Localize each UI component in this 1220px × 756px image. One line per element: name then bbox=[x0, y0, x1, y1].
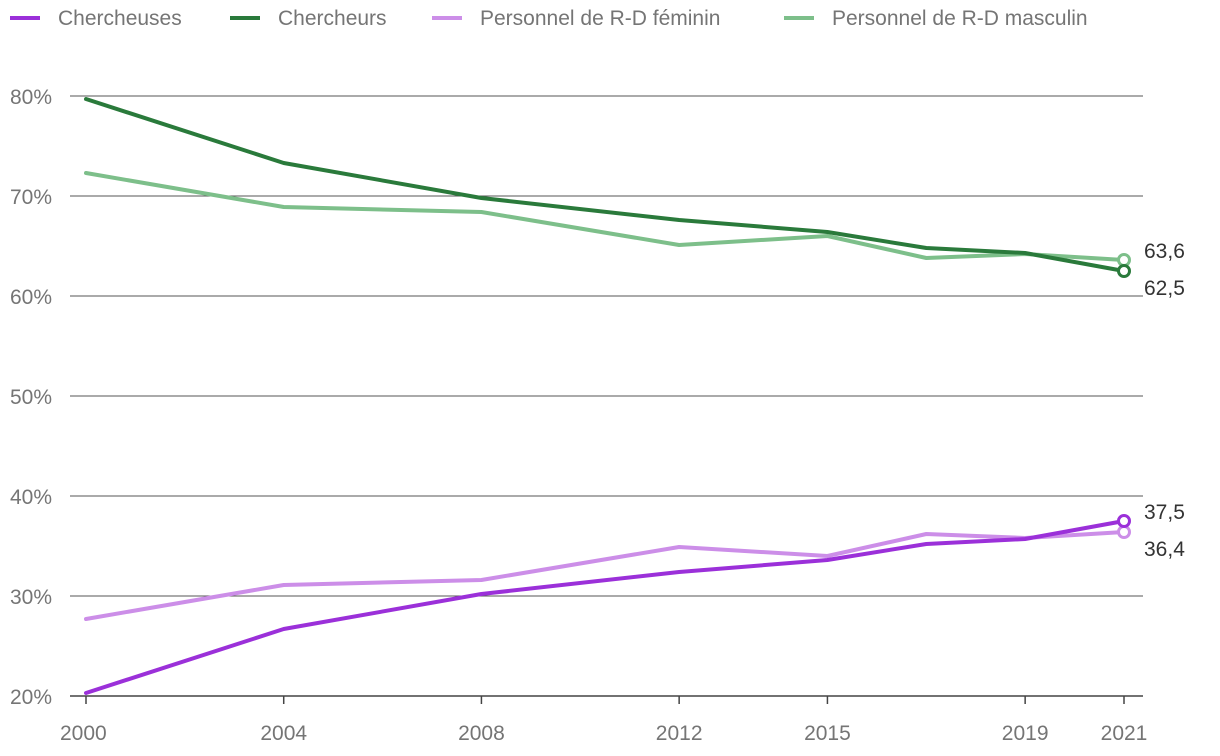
end-value-label: 36,4 bbox=[1144, 538, 1185, 561]
end-value-label: 37,5 bbox=[1144, 501, 1185, 524]
y-tick-label: 50% bbox=[10, 386, 52, 409]
x-tick-label: 2012 bbox=[656, 722, 703, 745]
chart-legend: Chercheuses Chercheurs Personnel de R-D fé… bbox=[10, 7, 1088, 30]
x-tick-label: 2008 bbox=[458, 722, 505, 745]
legend-label: Chercheuses bbox=[58, 7, 182, 30]
series-line-chercheuses bbox=[84, 519, 1126, 695]
end-value-label: 63,6 bbox=[1144, 240, 1185, 263]
series-line-chercheurs bbox=[84, 97, 1126, 273]
y-tick-label: 40% bbox=[10, 486, 52, 509]
y-tick-label: 80% bbox=[10, 86, 52, 109]
end-value-labels: 37,5 62,5 36,4 63,6 bbox=[1144, 240, 1185, 561]
end-value-label: 62,5 bbox=[1144, 277, 1185, 300]
series-line-personnel-de-r-d-masculin bbox=[84, 171, 1126, 262]
series-end-marker bbox=[1117, 264, 1131, 278]
y-tick-label: 70% bbox=[10, 186, 52, 209]
series-end-marker bbox=[1117, 525, 1131, 539]
legend-item: Chercheurs bbox=[230, 7, 387, 30]
series-end-marker bbox=[1117, 253, 1131, 267]
y-tick-label: 20% bbox=[10, 686, 52, 709]
series-end-marker bbox=[1117, 514, 1131, 528]
y-axis-ticks: 20% 30% 40% 50% 60% 70% 80% bbox=[10, 86, 52, 709]
y-tick-label: 60% bbox=[10, 286, 52, 309]
legend-item: Personnel de R-D féminin bbox=[432, 7, 720, 30]
x-tick-label: 2015 bbox=[804, 722, 851, 745]
chart-gridlines bbox=[70, 95, 1143, 697]
y-tick-label: 30% bbox=[10, 586, 52, 609]
x-tick-label: 2004 bbox=[260, 722, 307, 745]
legend-label: Personnel de R-D féminin bbox=[480, 7, 720, 30]
chart-series bbox=[84, 97, 1131, 695]
series-line-personnel-de-r-d-f-minin bbox=[84, 530, 1126, 621]
legend-item: Personnel de R-D masculin bbox=[784, 7, 1088, 30]
legend-item: Chercheuses bbox=[10, 7, 182, 30]
legend-label: Personnel de R-D masculin bbox=[832, 7, 1088, 30]
x-tick-label: 2021 bbox=[1101, 722, 1148, 745]
x-tick-label: 2000 bbox=[60, 722, 107, 745]
legend-label: Chercheurs bbox=[278, 7, 387, 30]
x-tick-label: 2019 bbox=[1002, 722, 1049, 745]
x-axis-ticks: 2000 2004 2008 2012 2015 2019 2021 bbox=[60, 696, 1147, 745]
